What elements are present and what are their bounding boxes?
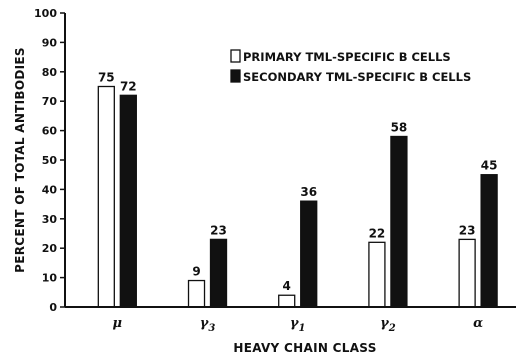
bar-secondary xyxy=(300,200,318,308)
legend: PRIMARY TML-SPECIFIC B CELLS SECONDARY T… xyxy=(230,49,471,84)
y-axis-ticks: 0 10 20 30 40 50 60 70 80 90 100 xyxy=(34,7,65,314)
bars xyxy=(97,85,498,308)
x-tick-label: α xyxy=(473,316,483,331)
data-labels: 75 72 9 23 4 36 22 58 23 45 xyxy=(98,71,498,294)
data-label: 75 xyxy=(98,71,115,85)
data-label: 23 xyxy=(459,223,476,237)
y-tick-label: 50 xyxy=(42,154,58,167)
y-tick-label: 100 xyxy=(34,7,57,20)
x-tick-label: γ3 xyxy=(200,316,216,334)
y-tick-label: 90 xyxy=(42,36,58,49)
legend-swatch-secondary xyxy=(230,69,241,83)
bar-primary xyxy=(368,241,386,308)
y-tick-label: 70 xyxy=(42,95,58,108)
data-label: 58 xyxy=(391,120,408,134)
data-label: 36 xyxy=(300,185,317,199)
bar-secondary xyxy=(119,94,137,308)
bar-primary xyxy=(97,85,115,308)
legend-swatch-primary xyxy=(230,49,241,63)
data-label: 22 xyxy=(369,226,386,240)
data-label: 72 xyxy=(120,79,137,93)
y-tick-label: 20 xyxy=(42,242,58,255)
x-axis-title: HEAVY CHAIN CLASS xyxy=(233,341,376,355)
data-label: 4 xyxy=(283,279,291,293)
y-tick-label: 10 xyxy=(42,272,58,285)
x-tick-label: μ xyxy=(113,316,123,331)
y-tick-label: 80 xyxy=(42,66,58,79)
x-axis-tick-labels: μ γ3 γ1 γ2 α xyxy=(113,316,484,334)
y-axis-title: PERCENT OF TOTAL ANTIBODIES xyxy=(13,47,27,273)
x-tick-label: γ1 xyxy=(290,316,306,334)
bar-secondary xyxy=(390,135,408,308)
legend-label-primary: PRIMARY TML-SPECIFIC B CELLS xyxy=(243,50,451,64)
data-label: 23 xyxy=(210,223,227,237)
bar-secondary xyxy=(480,174,498,308)
bar-secondary xyxy=(209,238,228,308)
y-tick-label: 60 xyxy=(42,125,58,138)
bar-primary xyxy=(458,238,476,308)
bar-primary xyxy=(187,279,206,308)
x-tick-label: γ2 xyxy=(380,316,396,334)
y-tick-label: 30 xyxy=(42,213,58,226)
data-label: 9 xyxy=(192,265,200,279)
legend-label-secondary: SECONDARY TML-SPECIFIC B CELLS xyxy=(243,70,471,84)
bar-primary xyxy=(278,294,296,308)
data-label: 45 xyxy=(481,159,498,173)
y-tick-label: 40 xyxy=(42,183,58,196)
y-tick-label: 0 xyxy=(49,301,57,314)
